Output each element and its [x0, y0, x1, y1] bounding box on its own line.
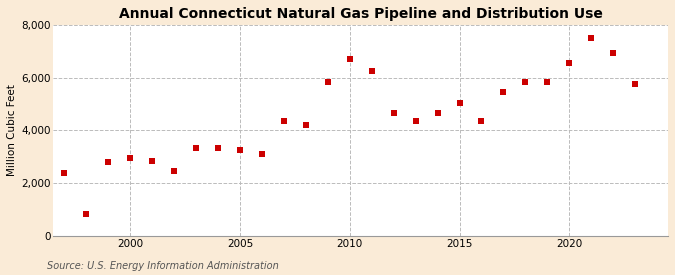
Point — [103, 160, 113, 164]
Point — [586, 36, 597, 40]
Point — [81, 211, 92, 216]
Point — [256, 152, 267, 156]
Point — [410, 119, 421, 123]
Point — [520, 79, 531, 84]
Point — [125, 156, 136, 160]
Point — [190, 145, 201, 150]
Point — [388, 111, 399, 116]
Point — [279, 119, 290, 123]
Point — [498, 90, 509, 94]
Point — [169, 169, 180, 174]
Point — [432, 111, 443, 116]
Point — [146, 159, 157, 163]
Point — [630, 82, 641, 86]
Point — [300, 123, 311, 127]
Point — [454, 101, 465, 105]
Point — [564, 61, 574, 65]
Point — [476, 119, 487, 123]
Text: Source: U.S. Energy Information Administration: Source: U.S. Energy Information Administ… — [47, 261, 279, 271]
Point — [344, 57, 355, 61]
Point — [323, 79, 333, 84]
Y-axis label: Million Cubic Feet: Million Cubic Feet — [7, 84, 17, 176]
Point — [367, 69, 377, 73]
Point — [608, 50, 618, 55]
Point — [542, 79, 553, 84]
Point — [213, 145, 223, 150]
Point — [59, 170, 70, 175]
Title: Annual Connecticut Natural Gas Pipeline and Distribution Use: Annual Connecticut Natural Gas Pipeline … — [119, 7, 603, 21]
Point — [235, 148, 246, 152]
